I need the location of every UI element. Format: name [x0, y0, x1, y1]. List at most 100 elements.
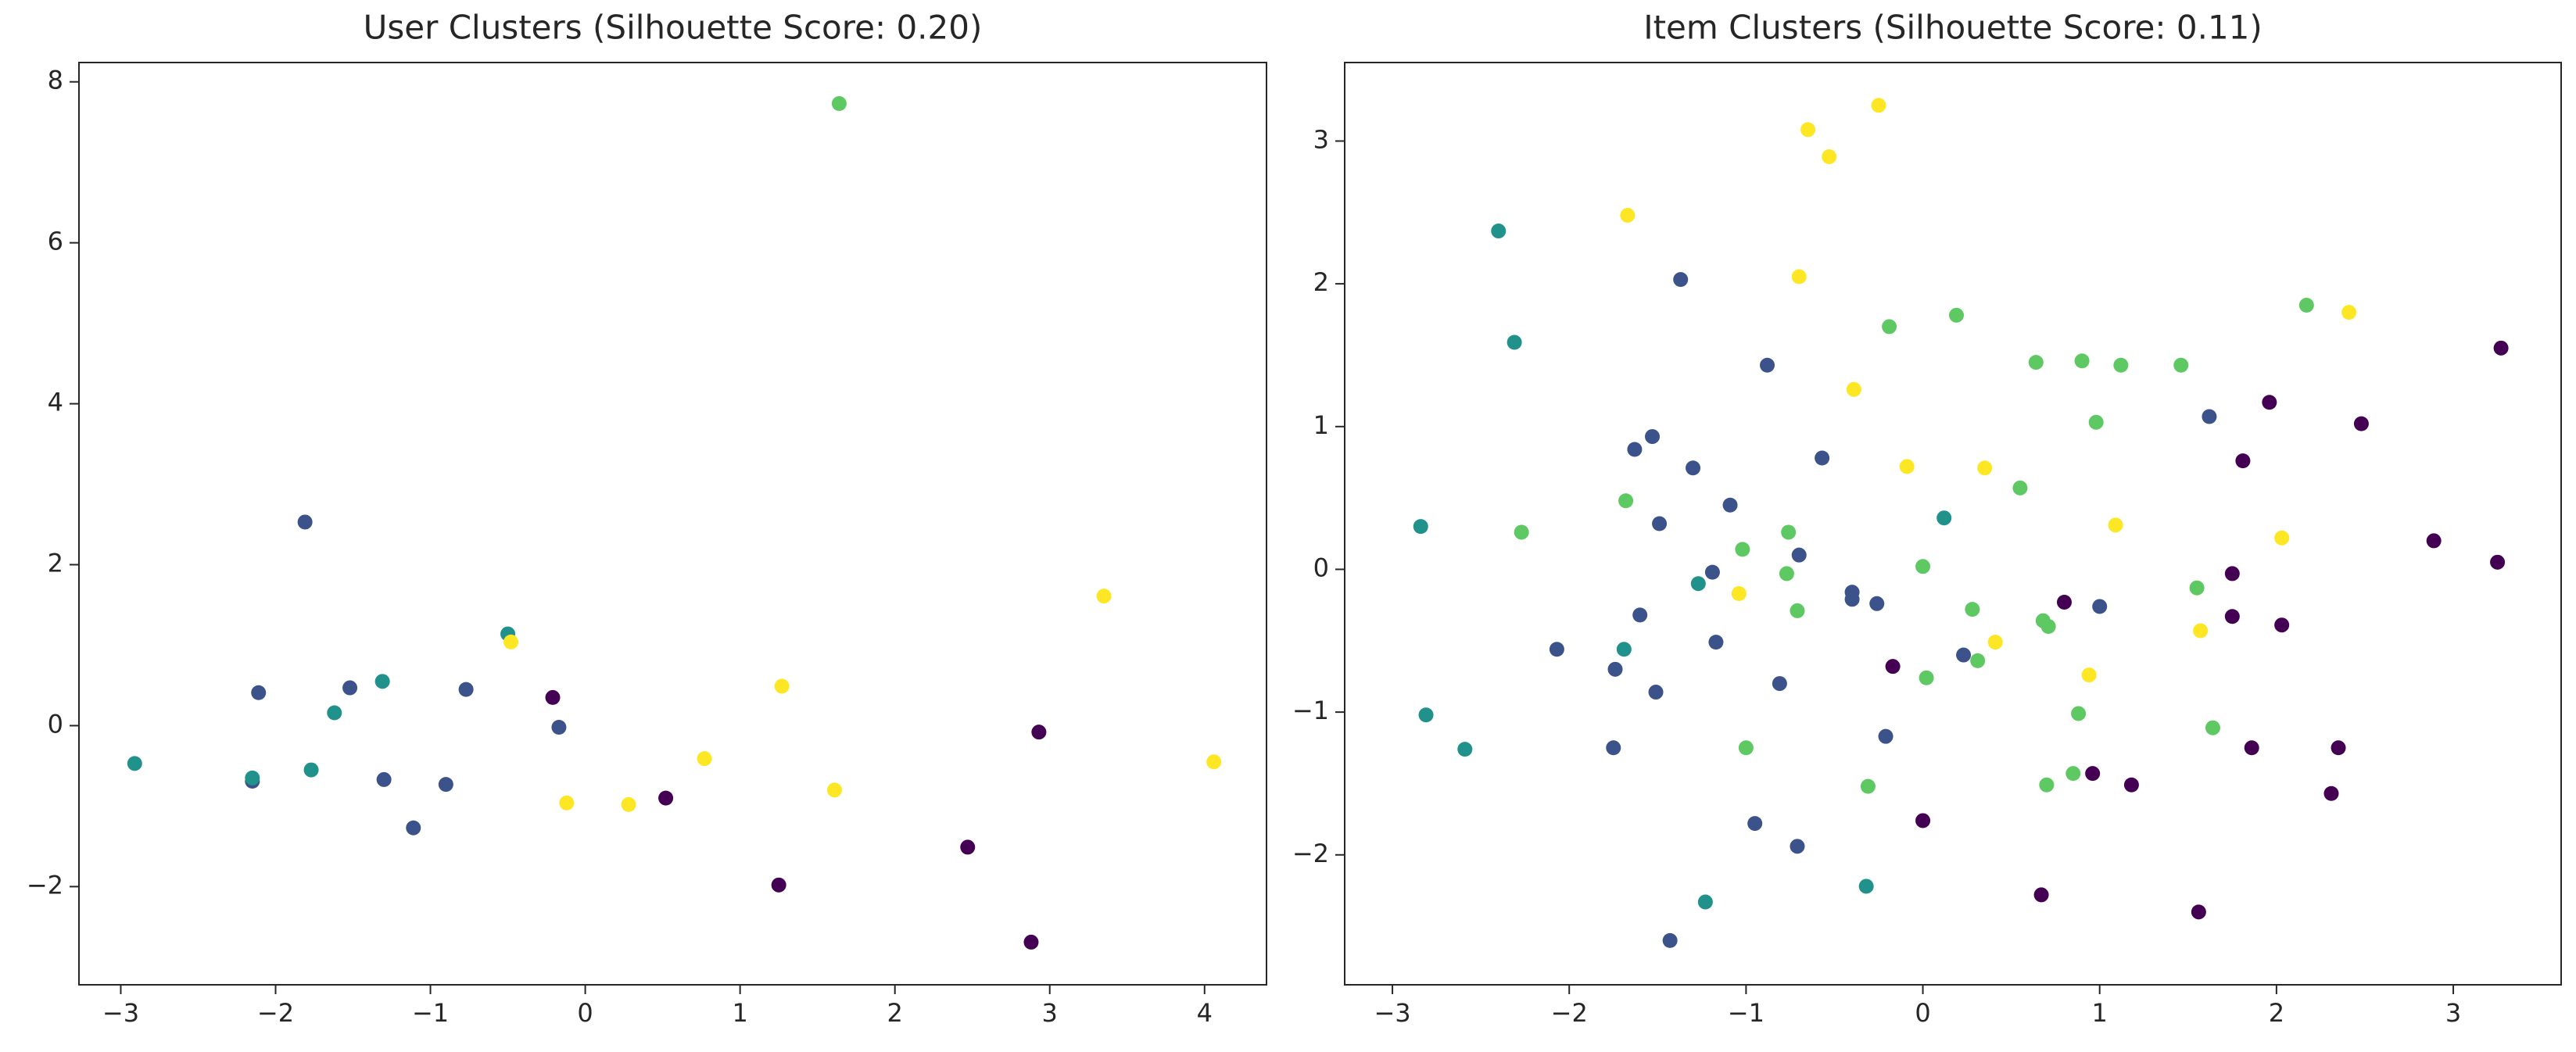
point — [1949, 307, 1965, 323]
point — [1956, 647, 1972, 663]
point — [1096, 589, 1112, 604]
point — [2071, 706, 2087, 721]
x-tick-label: 3 — [1042, 998, 1058, 1028]
y-tick-label: 8 — [48, 66, 63, 95]
chart-title: User Clusters (Silhouette Score: 0.20) — [364, 9, 983, 47]
point — [1690, 576, 1706, 592]
point — [2088, 414, 2104, 430]
point — [2191, 904, 2206, 920]
point — [2426, 533, 2442, 549]
point — [2490, 554, 2506, 570]
y-tick-label: −2 — [1292, 839, 1329, 868]
point — [1915, 813, 1931, 828]
y-tick-label: 4 — [48, 388, 63, 417]
y-tick-label: 2 — [1313, 267, 1329, 297]
x-tick-label: 1 — [2092, 998, 2108, 1028]
point — [374, 674, 390, 689]
point — [2028, 355, 2044, 370]
point — [1791, 547, 1807, 563]
x-tick-label: 2 — [2269, 998, 2284, 1028]
x-tick-label: −1 — [412, 998, 449, 1028]
point — [1735, 542, 1750, 557]
point — [2235, 453, 2251, 469]
point — [1514, 524, 1529, 540]
point — [2493, 340, 2509, 356]
chart-title: Item Clusters (Silhouette Score: 0.11) — [1643, 9, 2263, 47]
point — [1791, 269, 1807, 284]
point — [1869, 596, 1885, 611]
point — [1031, 725, 1047, 740]
point — [1206, 754, 1222, 770]
point — [1686, 460, 1701, 476]
point — [2065, 766, 2081, 782]
y-tick-label: −2 — [27, 870, 63, 900]
point — [2113, 357, 2129, 373]
point — [658, 790, 674, 806]
point — [2202, 409, 2217, 424]
point — [2092, 599, 2108, 614]
point — [1673, 272, 1689, 288]
point — [1023, 934, 1039, 950]
point — [2039, 777, 2055, 793]
point — [2056, 594, 2072, 610]
point — [503, 634, 519, 649]
point — [2331, 740, 2346, 756]
point — [406, 820, 421, 836]
point — [2341, 305, 2357, 320]
y-tick-label: 1 — [1313, 410, 1329, 440]
point — [1860, 778, 1876, 794]
point — [1936, 510, 1952, 526]
point — [1772, 676, 1787, 692]
point — [1722, 497, 1738, 513]
point — [2081, 667, 2097, 683]
point — [2353, 416, 2369, 431]
point — [1662, 932, 1678, 948]
point — [1616, 642, 1632, 657]
point — [1781, 524, 1797, 540]
axes-frame — [78, 62, 1267, 986]
point — [2244, 740, 2259, 756]
point — [1627, 442, 1643, 457]
point — [1822, 149, 1837, 165]
axes-frame — [1344, 62, 2562, 986]
point — [1648, 685, 1664, 700]
point — [2012, 480, 2028, 496]
x-tick-label: 0 — [577, 998, 593, 1028]
point — [1965, 602, 1980, 617]
point — [1632, 607, 1648, 623]
point — [559, 795, 575, 810]
point — [2033, 887, 2049, 903]
y-tick-label: 0 — [48, 709, 63, 739]
x-tick-label: 2 — [887, 998, 903, 1028]
point — [1618, 493, 1634, 509]
point — [327, 705, 342, 721]
point — [342, 680, 358, 696]
y-tick-label: 0 — [1313, 553, 1329, 582]
point — [251, 685, 267, 700]
point — [438, 777, 453, 793]
point — [2085, 766, 2101, 782]
point — [551, 720, 567, 735]
point — [774, 678, 790, 694]
point — [1919, 670, 1934, 685]
x-tick-label: 1 — [732, 998, 747, 1028]
point — [1418, 707, 1434, 723]
point — [826, 782, 842, 798]
point — [2224, 566, 2240, 581]
point — [1645, 429, 1661, 445]
point — [1747, 816, 1763, 832]
point — [1790, 603, 1805, 618]
point — [1987, 635, 2003, 650]
point — [960, 839, 976, 855]
y-tick-label: −1 — [1292, 696, 1329, 725]
point — [1800, 122, 1816, 138]
x-tick-label: −2 — [1551, 998, 1588, 1028]
x-tick-label: −3 — [1374, 998, 1410, 1028]
point — [1977, 460, 1993, 476]
point — [2189, 580, 2205, 596]
point — [1704, 564, 1720, 580]
x-tick-label: −3 — [102, 998, 139, 1028]
x-tick-label: 4 — [1197, 998, 1213, 1028]
point — [1731, 586, 1747, 602]
point — [127, 756, 142, 771]
